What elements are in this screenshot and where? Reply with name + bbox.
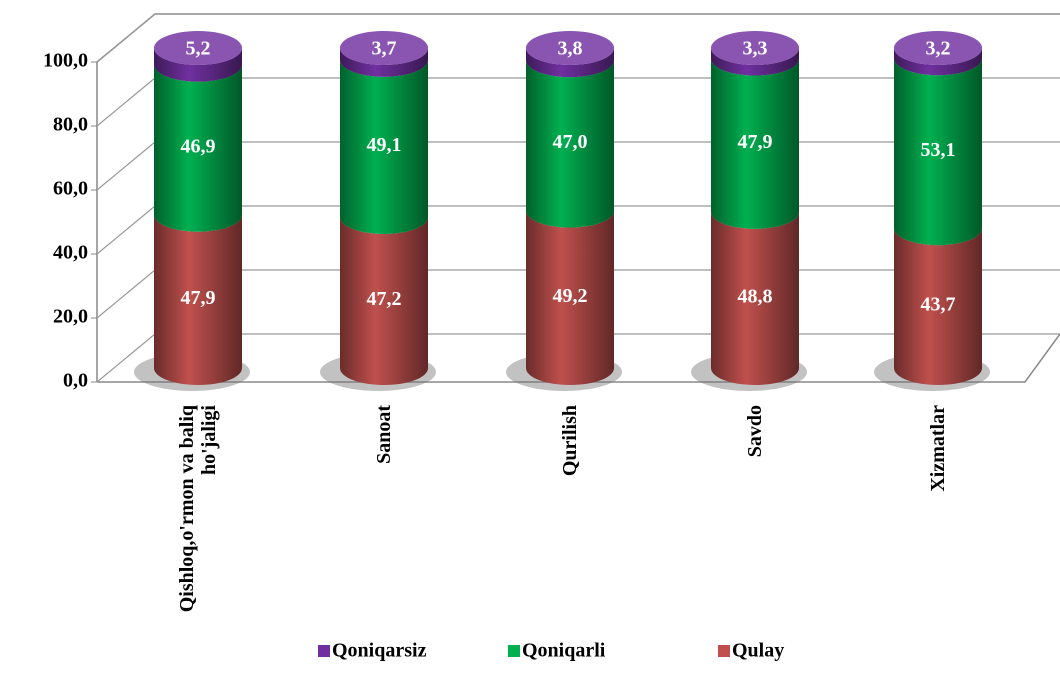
value-label: 47,0 <box>553 131 588 153</box>
value-label: 3,3 <box>743 38 768 60</box>
value-label: 49,1 <box>367 134 402 156</box>
bar-shade <box>526 60 614 228</box>
bar-shade <box>894 48 982 76</box>
bar-top-highlight <box>340 31 428 65</box>
legend-label: Qulay <box>732 640 784 662</box>
bar-shade <box>340 216 428 385</box>
x-tick-label: Savdo <box>744 405 766 458</box>
bar-shade <box>340 48 428 77</box>
value-label: 3,8 <box>558 38 583 60</box>
bar-top-highlight <box>526 31 614 65</box>
value-label: 47,2 <box>367 288 402 310</box>
bar-shade <box>711 48 799 76</box>
bar-top-highlight <box>154 31 242 65</box>
bar-top <box>894 31 982 65</box>
bar-shade <box>526 48 614 78</box>
bar-top-highlight <box>711 31 799 65</box>
bar-shade <box>711 211 799 385</box>
value-label: 48,8 <box>738 286 773 308</box>
value-label: 47,9 <box>181 287 216 309</box>
y-tick-label: 0,0 <box>63 370 88 392</box>
x-tick-label: Xizmatlar <box>927 405 949 492</box>
y-tick-label: 80,0 <box>53 114 88 136</box>
bar-shade <box>154 48 242 82</box>
value-label: 49,2 <box>553 285 588 307</box>
legend-label: Qoniqarli <box>522 640 606 662</box>
bar-shade <box>711 58 799 229</box>
legend-swatch <box>508 645 520 657</box>
bar-top <box>526 31 614 65</box>
bar-top <box>340 31 428 65</box>
y-tick-label: 40,0 <box>53 242 88 264</box>
x-tick-label: Qishloq,o'rmon va baliq ho'jaligi <box>176 405 220 613</box>
legend-label: Qoniqarsiz <box>332 640 427 662</box>
y-tick-label: 20,0 <box>53 306 88 328</box>
bar-top <box>711 31 799 65</box>
value-label: 46,9 <box>181 135 216 157</box>
y-tick-label: 100,0 <box>43 50 88 72</box>
legend-swatch <box>718 645 730 657</box>
value-label: 43,7 <box>921 294 956 316</box>
value-label: 3,7 <box>372 38 397 60</box>
x-tick-label: Qurilish <box>559 405 581 477</box>
y-tick-label: 60,0 <box>53 178 88 200</box>
bar-shade <box>154 64 242 232</box>
bar-shade <box>526 210 614 385</box>
bar-top <box>154 31 242 65</box>
value-label: 3,2 <box>926 38 951 60</box>
value-label: 47,9 <box>738 131 773 153</box>
legend-swatch <box>318 645 330 657</box>
x-tick-label: Sanoat <box>373 405 395 464</box>
grid-line <box>96 13 1060 63</box>
bar-shade <box>154 214 242 385</box>
value-label: 53,1 <box>921 139 956 161</box>
bar-shade <box>894 228 982 385</box>
value-label: 5,2 <box>186 38 211 60</box>
bar-shade <box>340 59 428 234</box>
bar-shade <box>894 58 982 246</box>
bar-top-highlight <box>894 31 982 65</box>
